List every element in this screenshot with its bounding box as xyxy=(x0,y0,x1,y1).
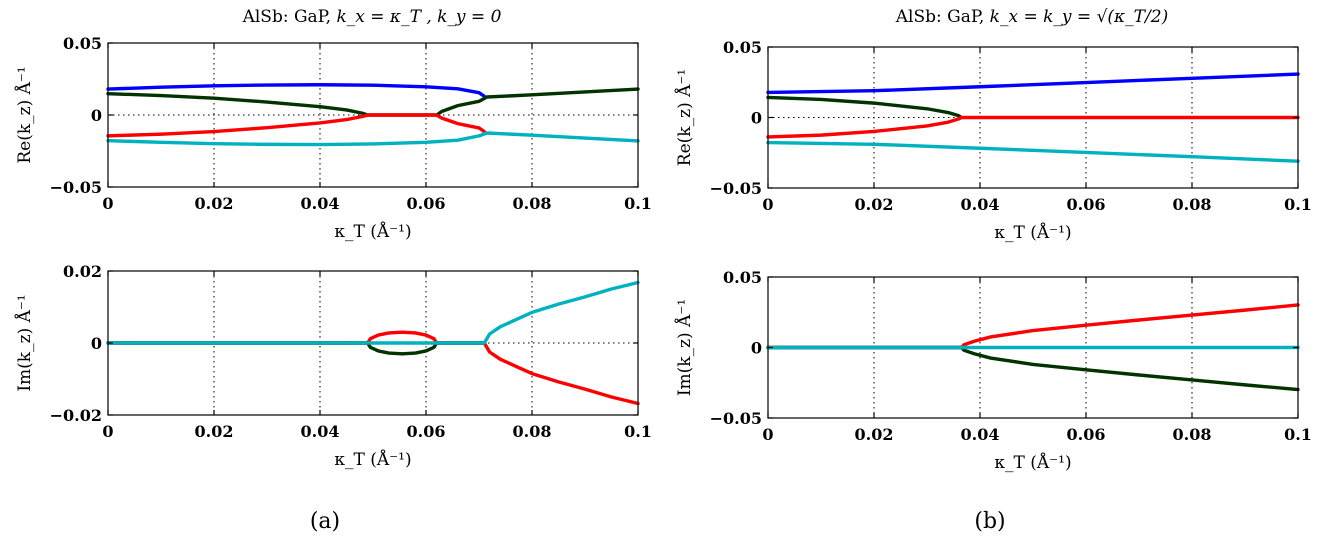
y-tick-label: −0.05 xyxy=(710,409,762,428)
x-tick-label: 0.08 xyxy=(513,422,552,441)
x-axis-label: κ_T (Å⁻¹) xyxy=(334,221,411,242)
x-tick-label: 0.1 xyxy=(1284,425,1312,444)
y-tick-label: −0.05 xyxy=(50,178,102,197)
x-tick-label: 0 xyxy=(102,422,113,441)
x-tick-label: 0.04 xyxy=(961,425,1000,444)
y-tick-label: 0 xyxy=(91,106,102,125)
x-tick-label: 0.02 xyxy=(195,194,234,213)
panel-a-caption: (a) xyxy=(310,509,340,534)
panel-b-title: AlSb: GaP, k_x = k_y = √(κ_T/2) xyxy=(895,7,1168,27)
y-tick-label: 0.02 xyxy=(63,262,102,281)
y-axis-label: Im(k_z) Å⁻¹ xyxy=(674,299,695,396)
x-tick-label: 0.02 xyxy=(855,425,894,444)
series-line-cyan xyxy=(106,280,640,345)
y-tick-label: 0 xyxy=(751,339,762,358)
x-tick-label: 0.04 xyxy=(301,422,340,441)
x-axis-label: κ_T (Å⁻¹) xyxy=(334,449,411,470)
panel-b-caption: (b) xyxy=(974,509,1005,534)
y-axis-label: Re(k_z) Å⁻¹ xyxy=(14,66,35,163)
x-tick-label: 0.06 xyxy=(407,422,446,441)
y-axis-label: Re(k_z) Å⁻¹ xyxy=(674,69,695,166)
series-line-dark-green xyxy=(766,345,1300,392)
x-tick-label: 0.1 xyxy=(624,422,652,441)
panel-a-title-prefix: AlSb: GaP, xyxy=(242,7,337,27)
series-line-blue xyxy=(766,72,1300,95)
x-tick-label: 0.08 xyxy=(1173,425,1212,444)
x-tick-label: 0.06 xyxy=(1067,425,1106,444)
x-tick-label: 0.1 xyxy=(1284,195,1312,214)
series-line-red xyxy=(766,115,1300,139)
x-tick-label: 0.06 xyxy=(1067,195,1106,214)
x-tick-label: 0.04 xyxy=(961,195,1000,214)
panel-b-title-prefix: AlSb: GaP, xyxy=(895,7,990,27)
panel-b-title-math: k_x = k_y = √(κ_T/2) xyxy=(990,7,1169,27)
x-tick-label: 0.08 xyxy=(1173,195,1212,214)
panel-a-title-math: k_x = κ_T , k_y = 0 xyxy=(336,7,501,27)
series-line-red xyxy=(766,303,1300,350)
x-tick-label: 0.02 xyxy=(855,195,894,214)
x-tick-label: 0 xyxy=(762,425,773,444)
x-tick-label: 0.02 xyxy=(195,422,234,441)
series-line-dark-green xyxy=(106,87,640,117)
series-line-cyan xyxy=(106,131,640,147)
x-axis-label: κ_T (Å⁻¹) xyxy=(994,222,1071,243)
x-tick-label: 0 xyxy=(102,194,113,213)
series-line-dark-green xyxy=(106,341,486,356)
y-tick-label: 0 xyxy=(91,334,102,353)
series-line-cyan xyxy=(766,140,1300,163)
x-axis-label: κ_T (Å⁻¹) xyxy=(994,452,1071,473)
y-tick-label: 0.05 xyxy=(723,268,762,287)
x-tick-label: 0 xyxy=(762,195,773,214)
series-line-blue xyxy=(106,83,486,98)
x-tick-label: 0.08 xyxy=(513,194,552,213)
series-line-dark-green xyxy=(766,95,964,120)
y-axis-label: Im(k_z) Å⁻¹ xyxy=(14,294,35,391)
y-tick-label: −0.02 xyxy=(50,406,102,425)
series-line-red xyxy=(106,113,486,138)
x-tick-label: 0.1 xyxy=(624,194,652,213)
y-tick-label: 0.05 xyxy=(63,34,102,53)
y-tick-label: 0 xyxy=(751,109,762,128)
x-tick-label: 0.04 xyxy=(301,194,340,213)
x-tick-label: 0.06 xyxy=(407,194,446,213)
y-tick-label: 0.05 xyxy=(723,38,762,57)
y-tick-label: −0.05 xyxy=(710,179,762,198)
panel-a-title: AlSb: GaP, k_x = κ_T , k_y = 0 xyxy=(242,7,502,27)
